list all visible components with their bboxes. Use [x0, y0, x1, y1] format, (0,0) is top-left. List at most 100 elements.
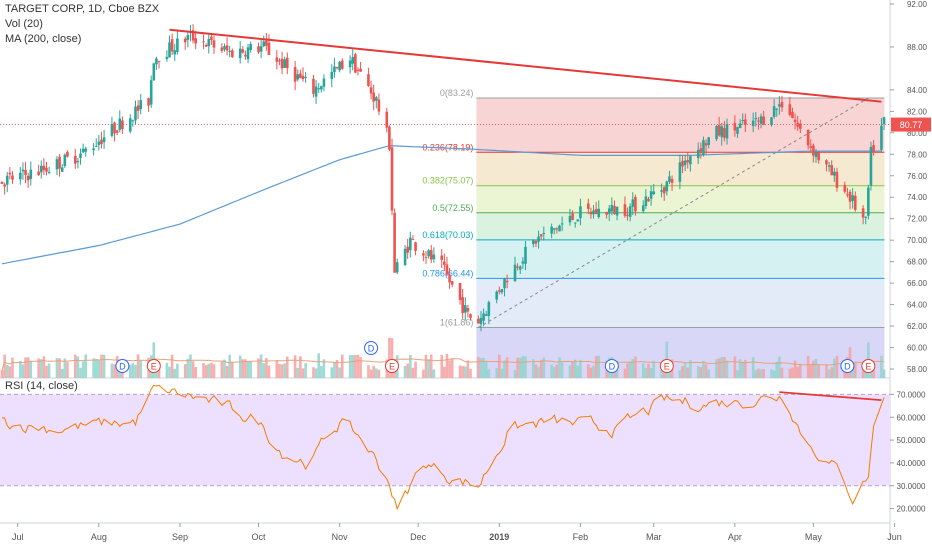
candle [283, 59, 286, 68]
price-tick-label: 72.00 [907, 215, 928, 224]
candle [634, 196, 637, 212]
candle [267, 42, 271, 55]
candle [351, 57, 355, 64]
candle [39, 165, 43, 173]
candle [744, 119, 747, 125]
volume-bar [796, 366, 799, 378]
candle [524, 246, 527, 264]
volume-bar [487, 369, 491, 378]
rsi-line [2, 384, 885, 511]
volume-bar [861, 368, 865, 378]
volume-bar [725, 360, 729, 378]
candle [448, 274, 451, 283]
ma-200-line [1, 145, 882, 265]
candle [385, 111, 389, 128]
candle [73, 155, 77, 164]
candle [340, 60, 344, 69]
volume-bar [573, 359, 577, 378]
event-marker [115, 359, 130, 373]
candle [607, 208, 611, 214]
volume-bar [699, 367, 703, 378]
volume-bar [835, 356, 839, 378]
candle [92, 148, 95, 151]
volume-bar [76, 356, 80, 378]
candle [830, 165, 834, 176]
volume-bar [60, 368, 64, 378]
volume-bar [592, 365, 595, 378]
volume-bar [128, 364, 132, 378]
candle [696, 149, 700, 159]
volume-indicator-label[interactable]: Vol (20) [5, 18, 43, 30]
rsi-panel: 20.0000 30.0000 40.0000 50.0000 60.0000 70.00… [0, 384, 926, 514]
candle [21, 169, 25, 172]
volume-bar [623, 368, 627, 378]
volume-bar [136, 354, 140, 378]
rsi-tick-label: 70.0000 [897, 390, 926, 399]
candle [571, 213, 574, 220]
symbol-title[interactable]: TARGET CORP, 1D, Cboe BZX [5, 3, 160, 15]
candle [5, 175, 9, 185]
volume-bar [94, 359, 98, 378]
candle [429, 250, 433, 260]
volume-bar [5, 364, 9, 378]
candle [369, 87, 373, 94]
volume-bar [495, 367, 498, 378]
candle [827, 165, 831, 167]
volume-bar [406, 363, 409, 378]
candle [45, 167, 48, 172]
volume-bar [516, 357, 519, 378]
ma-indicator-label[interactable]: MA (200, close) [5, 33, 82, 45]
volume-bar [84, 354, 88, 378]
volume-bar [505, 357, 509, 378]
candle [134, 106, 137, 121]
volume-bar [73, 354, 77, 378]
volume-bar [817, 364, 820, 378]
candle [833, 171, 836, 176]
event-marker [384, 359, 399, 373]
volume-bar [843, 368, 847, 378]
candle [558, 225, 561, 232]
volume-bar [58, 358, 61, 378]
volume-bar [320, 366, 323, 378]
volume-bar [183, 364, 187, 378]
candle [275, 57, 279, 62]
candle [683, 160, 687, 166]
candle [469, 314, 472, 318]
volume-bar [278, 363, 281, 378]
volume-bar [165, 362, 169, 378]
candle [94, 146, 98, 148]
volume-bar [238, 355, 242, 378]
volume-bar [340, 354, 344, 378]
volume-bar [79, 367, 82, 378]
candle [644, 196, 648, 207]
volume-bar [275, 360, 279, 378]
candle [149, 80, 153, 105]
candle [864, 216, 868, 218]
volume-bar [744, 359, 747, 378]
volume-bar [66, 362, 69, 378]
volume-bar [369, 369, 373, 378]
candle [304, 76, 307, 78]
volume-bar [799, 363, 802, 378]
volume-bar [751, 357, 755, 378]
candle [678, 162, 682, 182]
rsi-tick-label: 60.0000 [897, 413, 926, 422]
volume-bar [267, 365, 271, 378]
event-marker [861, 359, 876, 373]
volume-bar [110, 363, 114, 378]
volume-bar [220, 360, 224, 378]
volume-bar [338, 367, 341, 378]
volume-bar [814, 359, 818, 378]
rsi-indicator-label[interactable]: RSI (14, close) [5, 380, 78, 392]
candle [37, 171, 40, 176]
candle [155, 58, 158, 65]
candle [228, 50, 232, 52]
event-marker-label: E [865, 362, 871, 372]
candle [204, 45, 208, 47]
volume-bar [21, 364, 25, 378]
volume-bar [647, 363, 650, 378]
candle [458, 282, 462, 300]
candle [47, 171, 51, 173]
candle [702, 140, 705, 155]
